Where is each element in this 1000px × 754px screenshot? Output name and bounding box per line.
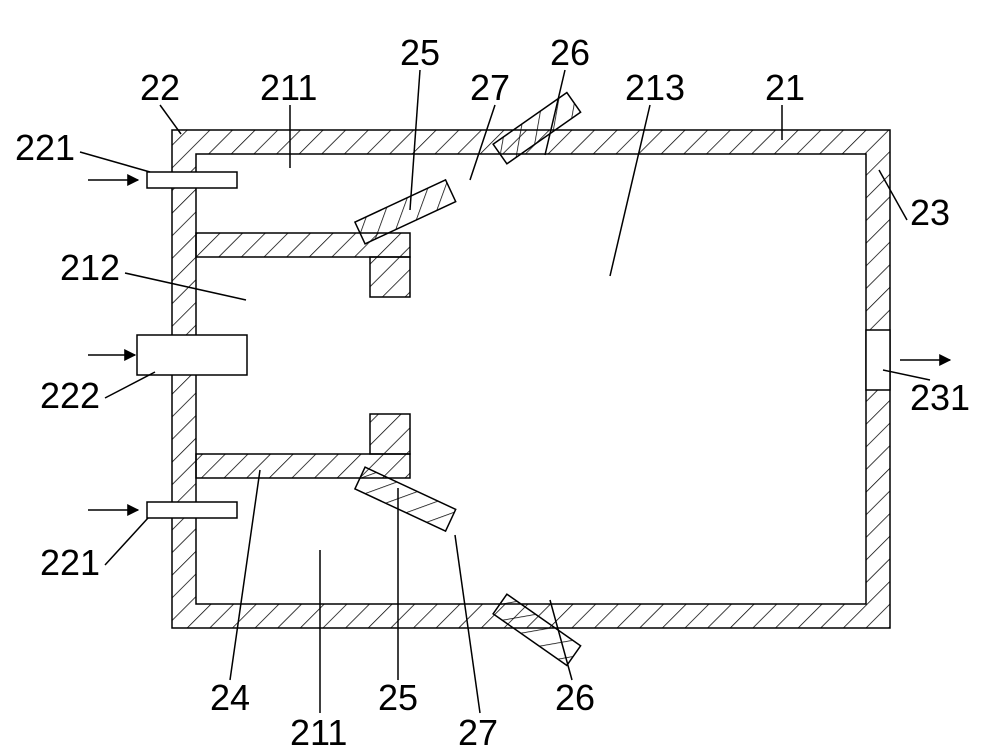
svg-text:25: 25 [400, 32, 440, 73]
svg-text:211: 211 [290, 712, 347, 753]
label-L21: 21 [765, 67, 805, 140]
pillar-upper [370, 257, 410, 297]
label-L22: 22 [140, 67, 181, 134]
svg-text:24: 24 [210, 677, 250, 718]
svg-text:25: 25 [378, 677, 418, 718]
svg-text:212: 212 [60, 247, 120, 288]
inlet-bottom [147, 502, 237, 518]
label-L25_bot: 25 [378, 488, 418, 718]
svg-text:22: 22 [140, 67, 180, 108]
label-L231: 231 [883, 370, 970, 418]
inlet-top [147, 172, 237, 188]
label-L27_top: 27 [470, 67, 510, 180]
label-L27_bot: 27 [455, 535, 498, 753]
svg-text:26: 26 [550, 32, 590, 73]
svg-text:26: 26 [555, 677, 595, 718]
outlet [866, 330, 890, 390]
svg-text:211: 211 [260, 67, 317, 108]
svg-text:221: 221 [15, 127, 75, 168]
label-L211_bot: 211 [290, 550, 347, 753]
enclosure-wall [172, 130, 890, 628]
svg-text:222: 222 [40, 375, 100, 416]
svg-text:21: 21 [765, 67, 805, 108]
svg-text:221: 221 [40, 542, 100, 583]
label-L221_bot: 221 [40, 518, 148, 583]
pillar-lower [370, 414, 410, 454]
label-L25_top: 25 [400, 32, 440, 210]
label-L221_top: 221 [15, 127, 150, 172]
svg-text:213: 213 [625, 67, 685, 108]
inlet-middle [137, 335, 247, 375]
label-L222: 222 [40, 372, 155, 416]
svg-text:231: 231 [910, 377, 970, 418]
svg-text:23: 23 [910, 192, 950, 233]
svg-text:27: 27 [470, 67, 510, 108]
svg-text:27: 27 [458, 712, 498, 753]
label-L213: 213 [610, 67, 685, 276]
